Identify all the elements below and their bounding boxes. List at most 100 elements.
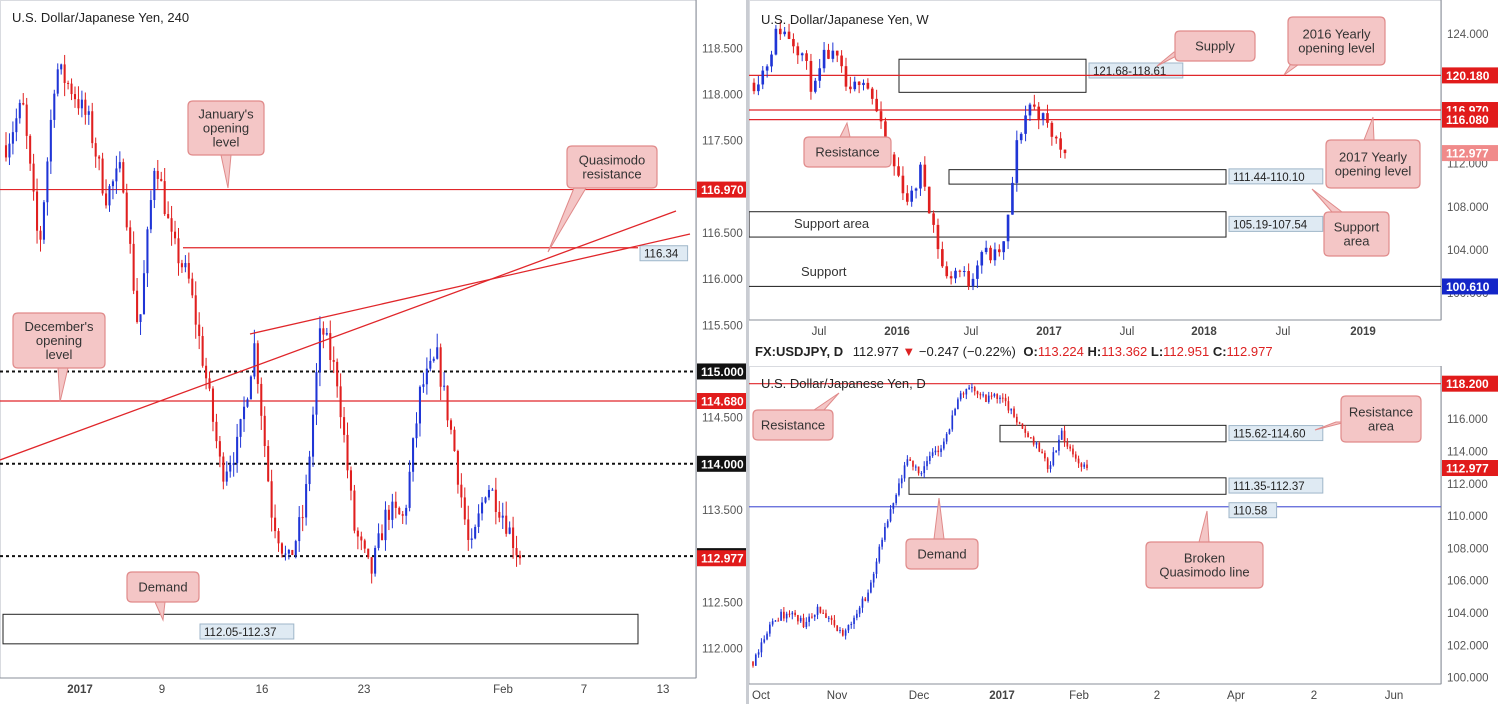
candle-body (301, 517, 304, 519)
candle-body (927, 186, 931, 214)
candle-body (256, 343, 259, 384)
candle-body (900, 478, 903, 484)
y-tick-label: 104.000 (1447, 245, 1489, 257)
zone-label-bg (1228, 168, 1324, 185)
candle-body (976, 265, 979, 279)
y-tick-label: 112.000 (702, 643, 743, 655)
candle-body (284, 553, 287, 555)
candle-body (111, 181, 114, 187)
candle-body (1077, 458, 1080, 464)
candle-body (771, 621, 774, 625)
candle-body (760, 642, 763, 653)
candle-body (1086, 464, 1088, 469)
level-label: 110.58 (1233, 506, 1267, 518)
price-tag: 118.200 (1446, 377, 1489, 391)
candle-body (211, 388, 215, 422)
annotation-callout-text: resistance (582, 167, 641, 182)
candle-body (774, 620, 777, 622)
price-tag: 116.970 (701, 183, 744, 197)
candle-body (962, 393, 965, 395)
candle-body (425, 368, 428, 385)
candle-body (884, 526, 886, 540)
x-tick-label: 7 (581, 684, 587, 696)
annotation-callout-box (566, 145, 658, 189)
y-tick-label: 112.000 (1447, 159, 1488, 171)
ohlc-open: 113.224 (1037, 344, 1084, 359)
ohlc-change: −0.247 (−0.22%) (918, 344, 1016, 359)
annotation-callout: Supply (1156, 30, 1256, 67)
candle-body (4, 145, 8, 158)
candle-body (1027, 432, 1029, 438)
candle-body (167, 214, 170, 219)
candle-body (153, 170, 156, 201)
candle-body (163, 181, 166, 215)
y-tick-label: 108.000 (1447, 543, 1489, 555)
candle-body (215, 421, 218, 442)
candle-body (318, 328, 321, 373)
candle-body (308, 456, 311, 485)
candle-body (861, 598, 864, 608)
candle-body (222, 456, 225, 482)
price-tag-bg (697, 550, 748, 567)
y-tick-label: 102.000 (1447, 640, 1489, 652)
candle-body (1044, 453, 1046, 459)
candle-body (765, 66, 769, 71)
annotation-callout-text: opening level (1335, 164, 1412, 179)
ohlc-info-bar: FX:USDJPY, D 112.977 ▼ −0.247 (−0.22%) O… (755, 344, 1273, 359)
candle-body (936, 224, 940, 250)
candle-body (22, 102, 25, 105)
candle-body (60, 64, 63, 70)
candle-body (954, 409, 956, 416)
y-tick-label: 116.000 (1447, 414, 1488, 426)
candle-body (799, 617, 802, 622)
daily-chart-panel[interactable]: 116.000 114.000 112.000 110.000 108.000 106.0… (749, 366, 1498, 704)
candle-body (919, 164, 922, 189)
candle-body (291, 549, 294, 556)
h4-chart-svg[interactable]: 118.500118.000117.500117.000116.500116.0… (0, 0, 748, 704)
candle-body (1041, 113, 1045, 120)
candle-body (242, 406, 246, 420)
candle-body (1010, 408, 1013, 411)
candle-body (1058, 439, 1060, 451)
candle-body (886, 521, 889, 527)
candle-body (236, 436, 239, 464)
candle-body (456, 451, 459, 485)
candle-body (270, 481, 273, 518)
candle-body (436, 347, 439, 359)
candle-body (989, 247, 992, 261)
candle-body (1033, 104, 1036, 107)
candle-body (1049, 465, 1052, 470)
candle-body (384, 509, 387, 541)
x-tick-label: 2017 (67, 684, 93, 696)
candle-body (515, 548, 518, 556)
candle-body (470, 538, 473, 540)
zone-label: 111.35-112.37 (1233, 481, 1305, 493)
daily-chart-svg[interactable]: 116.000 114.000 112.000 110.000 108.000 106.0… (749, 366, 1498, 704)
candle-body (298, 517, 301, 542)
candle-body (825, 613, 827, 618)
candle-body (1066, 442, 1069, 447)
candle-body (56, 69, 59, 94)
candle-body (146, 229, 149, 274)
candle-body (343, 417, 346, 435)
candle-body (931, 452, 934, 456)
candle-body (1037, 106, 1041, 120)
candle-body (839, 629, 841, 631)
candle-body (463, 497, 466, 520)
weekly-chart-svg[interactable]: 124.000120.000116.000112.000108.000104.0… (749, 0, 1498, 340)
candle-body (1019, 133, 1023, 141)
x-tick-label: 2018 (1191, 326, 1217, 338)
candle-body (15, 118, 18, 133)
h4-chart-panel[interactable]: 118.500118.000117.500117.000116.500116.0… (0, 0, 748, 704)
candle-body (294, 541, 297, 556)
candle-body (501, 515, 504, 518)
candle-body (949, 276, 953, 279)
candle-body (889, 509, 892, 522)
y-tick-label: 118.000 (702, 89, 743, 101)
weekly-chart-panel[interactable]: 124.000120.000116.000112.000108.000104.0… (749, 0, 1498, 340)
candle-body (267, 446, 270, 482)
candle-body (932, 213, 935, 225)
level-label: 116.34 (644, 249, 679, 261)
